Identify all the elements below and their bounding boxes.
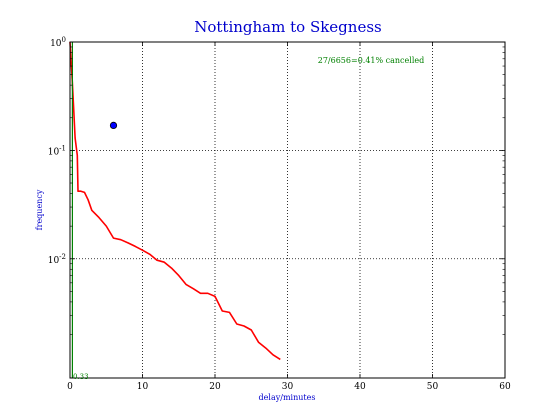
vline-label: 0.33 [73, 373, 89, 381]
y-tick-label: 10-1 [48, 144, 66, 157]
x-tick-label: 30 [282, 382, 294, 392]
y-tick-label: 100 [50, 36, 66, 49]
delay-frequency-line [69, 41, 281, 361]
y-axis: 100 10-1 10-2 [48, 36, 505, 335]
grid [70, 42, 505, 378]
x-tick-label: 0 [67, 382, 73, 392]
x-tick-label: 60 [499, 382, 511, 392]
x-tick-label: 20 [209, 382, 221, 392]
x-axis-label: delay/minutes [259, 393, 316, 402]
chart-title: Nottingham to Skegness [194, 18, 381, 36]
x-tick-label: 10 [137, 382, 149, 392]
cancelled-annotation: 27/6656=0.41% cancelled [318, 56, 424, 65]
x-tick-label: 50 [427, 382, 439, 392]
data-point-marker [109, 121, 118, 130]
y-axis-label: frequency [35, 189, 44, 230]
plot-area [69, 41, 281, 378]
y-tick-label: 10-2 [48, 253, 66, 266]
x-tick-label: 40 [354, 382, 366, 392]
x-axis: 0 10 20 30 40 50 60 [67, 42, 511, 392]
